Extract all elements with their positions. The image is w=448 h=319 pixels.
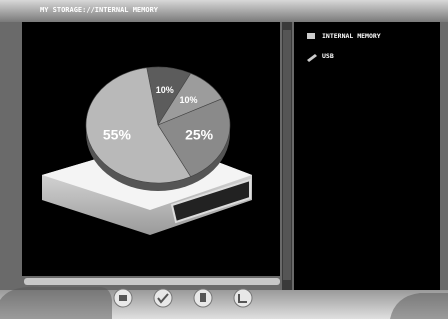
title: MY STORAGE://INTERNAL MEMORY [40,6,159,14]
memory-icon [307,33,315,39]
pie-chart: 10% 10% 25% 55% [86,67,230,191]
ok-button[interactable] [154,289,172,307]
slice-label: 10% [156,85,174,95]
slice-label: 25% [185,126,214,142]
side-item[interactable]: INTERNAL MEMORY [322,32,381,40]
slice-label: 10% [180,95,198,105]
bottom-left-tab [0,287,112,319]
delete-icon [200,293,206,302]
side-panel [294,22,440,298]
storage-screen: MY STORAGE://INTERNAL MEMORY INTERNAL ME… [0,0,448,319]
side-item[interactable]: USB [322,52,334,60]
slice-label: 55% [103,126,132,142]
progress-bar [24,278,280,285]
scroll-thumb[interactable] [283,30,291,280]
home-icon [119,295,127,301]
back-button[interactable] [234,289,252,307]
